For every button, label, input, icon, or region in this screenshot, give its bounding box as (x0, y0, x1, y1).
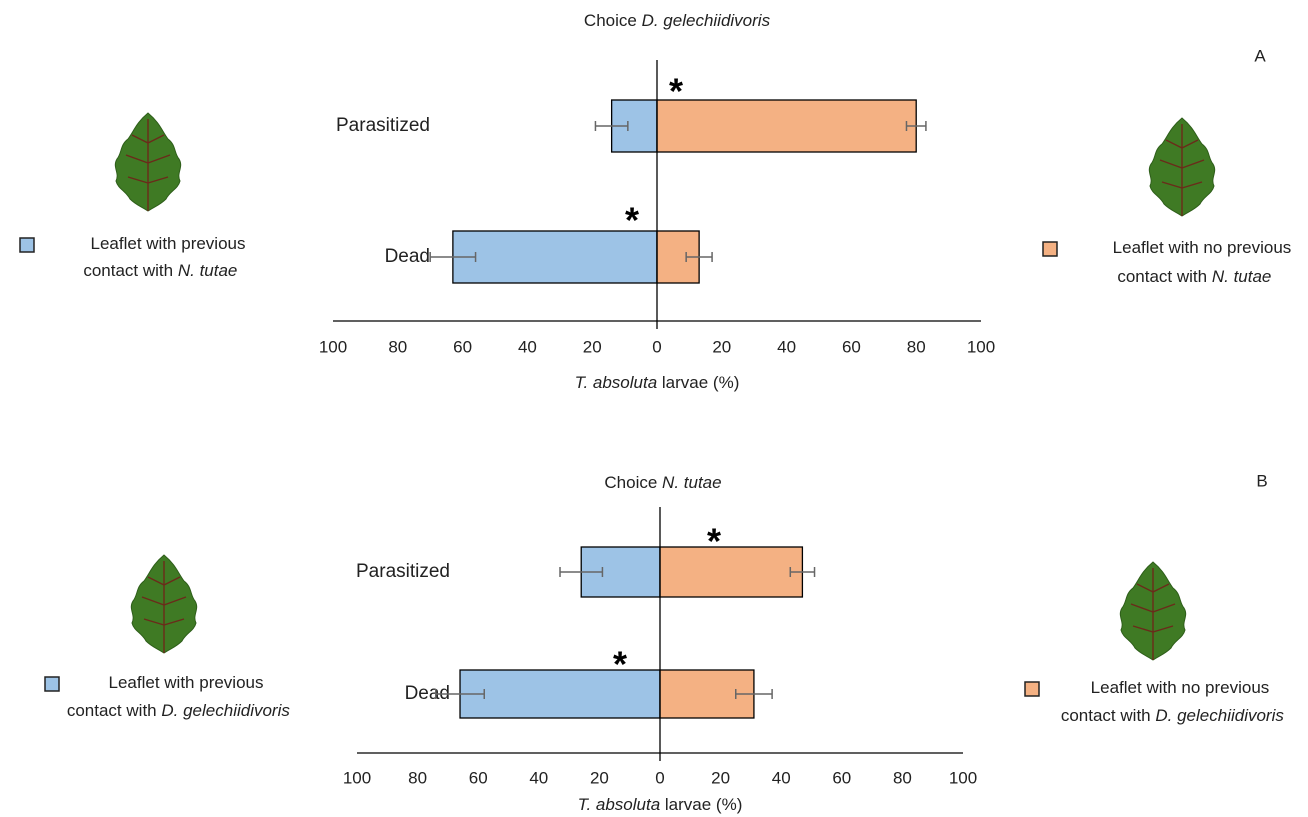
bar (460, 670, 660, 718)
x-tick-label: 0 (655, 768, 664, 787)
x-tick-label: 20 (712, 337, 731, 356)
significance-marker: * (669, 71, 683, 112)
x-tick-label: 80 (907, 337, 926, 356)
x-tick-label: 60 (842, 337, 861, 356)
x-tick-label: 80 (408, 768, 427, 787)
legend-swatch (1043, 242, 1057, 256)
bar (660, 547, 802, 597)
x-tick-label: 40 (777, 337, 796, 356)
legend-label: Leaflet with previous contact with N. tu… (79, 234, 246, 280)
significance-marker: * (625, 200, 639, 241)
category-label: Parasitized (356, 561, 450, 582)
category-label: Dead (385, 246, 430, 267)
x-axis-label: T. absoluta larvae (%) (575, 373, 740, 392)
chart-title: Choice N. tutae (604, 473, 721, 492)
figure: Choice D. gelechiidivoris A 100 80 60 40 20 0 20… (0, 0, 1308, 817)
leaf-icon (1149, 118, 1214, 216)
x-tick-label: 40 (529, 768, 548, 787)
x-tick-label: 20 (583, 337, 602, 356)
x-tick-label: 20 (590, 768, 609, 787)
leaf-icon (131, 555, 196, 653)
legend-swatch (1025, 682, 1039, 696)
legend-label: Leaflet with previous contact with D. ge… (62, 673, 290, 720)
x-tick-label: 40 (772, 768, 791, 787)
x-tick-label: 60 (832, 768, 851, 787)
x-tick-label: 20 (711, 768, 730, 787)
panel-label: A (1254, 46, 1266, 65)
legend-swatch (45, 677, 59, 691)
panel-label: B (1256, 471, 1267, 490)
category-label: Parasitized (336, 115, 430, 136)
x-tick-label: 80 (893, 768, 912, 787)
x-tick-label: 0 (652, 337, 661, 356)
x-tick-label: 40 (518, 337, 537, 356)
leaf-icon (1120, 562, 1185, 660)
legend-label: Leaflet with no previous contact with N.… (1113, 238, 1292, 286)
x-tick-label: 100 (967, 337, 995, 356)
x-tick-label: 60 (453, 337, 472, 356)
leaf-icon (115, 113, 180, 211)
legend-label: Leaflet with no previous contact with D.… (1056, 678, 1284, 725)
x-tick-label: 60 (469, 768, 488, 787)
legend-swatch (20, 238, 34, 252)
x-tick-label: 100 (949, 768, 977, 787)
significance-marker: * (613, 644, 627, 685)
significance-marker: * (707, 521, 721, 562)
x-tick-label: 100 (319, 337, 347, 356)
bar (657, 100, 916, 152)
x-tick-label: 100 (343, 768, 371, 787)
x-axis-label: T. absoluta larvae (%) (578, 795, 743, 814)
x-tick-label: 80 (388, 337, 407, 356)
chart-title: Choice D. gelechiidivoris (584, 11, 771, 30)
